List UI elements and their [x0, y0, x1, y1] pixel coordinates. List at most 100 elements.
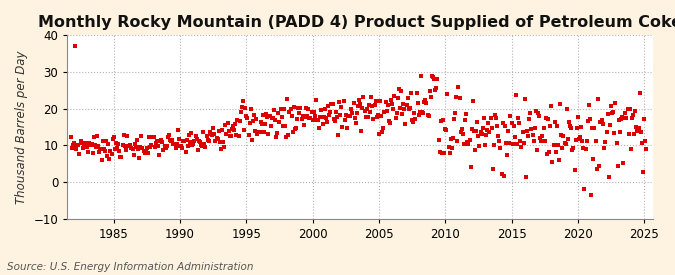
Point: [88, 135, 99, 140]
Point: [305, 116, 316, 120]
Point: [640, 139, 651, 143]
Point: [323, 104, 333, 108]
Point: [618, 161, 628, 165]
Point: [335, 112, 346, 117]
Point: [97, 139, 108, 144]
Point: [496, 172, 507, 177]
Point: [562, 107, 572, 111]
Point: [224, 134, 235, 138]
Point: [113, 142, 124, 146]
Point: [206, 132, 217, 136]
Point: [170, 145, 181, 150]
Point: [400, 122, 411, 126]
Point: [132, 137, 142, 142]
Point: [416, 110, 427, 114]
Point: [125, 143, 136, 148]
Point: [70, 44, 80, 48]
Point: [135, 145, 146, 149]
Point: [111, 146, 122, 150]
Point: [554, 158, 564, 162]
Point: [304, 116, 315, 120]
Point: [504, 140, 515, 145]
Point: [201, 134, 212, 138]
Point: [472, 120, 483, 124]
Point: [392, 96, 403, 100]
Point: [577, 139, 588, 144]
Point: [215, 146, 226, 151]
Point: [548, 143, 559, 147]
Point: [118, 133, 129, 137]
Point: [144, 135, 155, 139]
Point: [231, 133, 242, 137]
Point: [595, 120, 605, 125]
Point: [293, 106, 304, 111]
Point: [519, 97, 530, 101]
Point: [399, 107, 410, 112]
Point: [176, 144, 186, 148]
Point: [487, 167, 498, 172]
Y-axis label: Thousand Barrels per Day: Thousand Barrels per Day: [15, 50, 28, 204]
Point: [597, 118, 608, 122]
Point: [394, 87, 404, 92]
Point: [463, 141, 474, 146]
Point: [298, 123, 309, 127]
Point: [122, 134, 132, 138]
Point: [567, 148, 578, 152]
Point: [165, 138, 176, 142]
Point: [452, 138, 463, 143]
Point: [78, 144, 89, 148]
Point: [213, 129, 224, 134]
Point: [495, 145, 506, 150]
Point: [357, 106, 368, 111]
Point: [103, 142, 113, 147]
Point: [466, 126, 477, 131]
Point: [359, 109, 370, 114]
Point: [586, 193, 597, 197]
Point: [486, 126, 497, 131]
Point: [190, 134, 201, 139]
Point: [275, 107, 286, 111]
Point: [543, 117, 554, 121]
Point: [136, 134, 146, 138]
Point: [406, 90, 416, 95]
Point: [535, 136, 545, 140]
Point: [454, 96, 465, 100]
Point: [207, 132, 217, 137]
Point: [536, 139, 547, 144]
Point: [153, 144, 163, 148]
Point: [587, 126, 597, 131]
Point: [151, 141, 161, 145]
Point: [446, 145, 457, 150]
Point: [194, 140, 205, 144]
Point: [177, 146, 188, 151]
Point: [303, 107, 314, 111]
Point: [297, 114, 308, 118]
Point: [388, 107, 399, 111]
Point: [468, 99, 479, 103]
Point: [121, 148, 132, 152]
Point: [347, 111, 358, 115]
Point: [255, 120, 266, 124]
Point: [529, 139, 539, 143]
Point: [637, 141, 647, 146]
Point: [484, 130, 495, 134]
Point: [574, 137, 585, 141]
Point: [84, 141, 95, 145]
Point: [406, 117, 417, 122]
Point: [514, 121, 524, 126]
Point: [385, 98, 396, 102]
Point: [394, 106, 405, 110]
Point: [461, 112, 472, 116]
Point: [115, 154, 126, 159]
Point: [608, 109, 618, 114]
Point: [480, 143, 491, 147]
Point: [380, 100, 391, 104]
Point: [273, 111, 284, 116]
Point: [325, 110, 335, 114]
Point: [286, 114, 297, 118]
Point: [641, 147, 652, 152]
Point: [421, 101, 432, 106]
Point: [145, 145, 156, 149]
Point: [485, 116, 496, 120]
Point: [86, 142, 97, 146]
